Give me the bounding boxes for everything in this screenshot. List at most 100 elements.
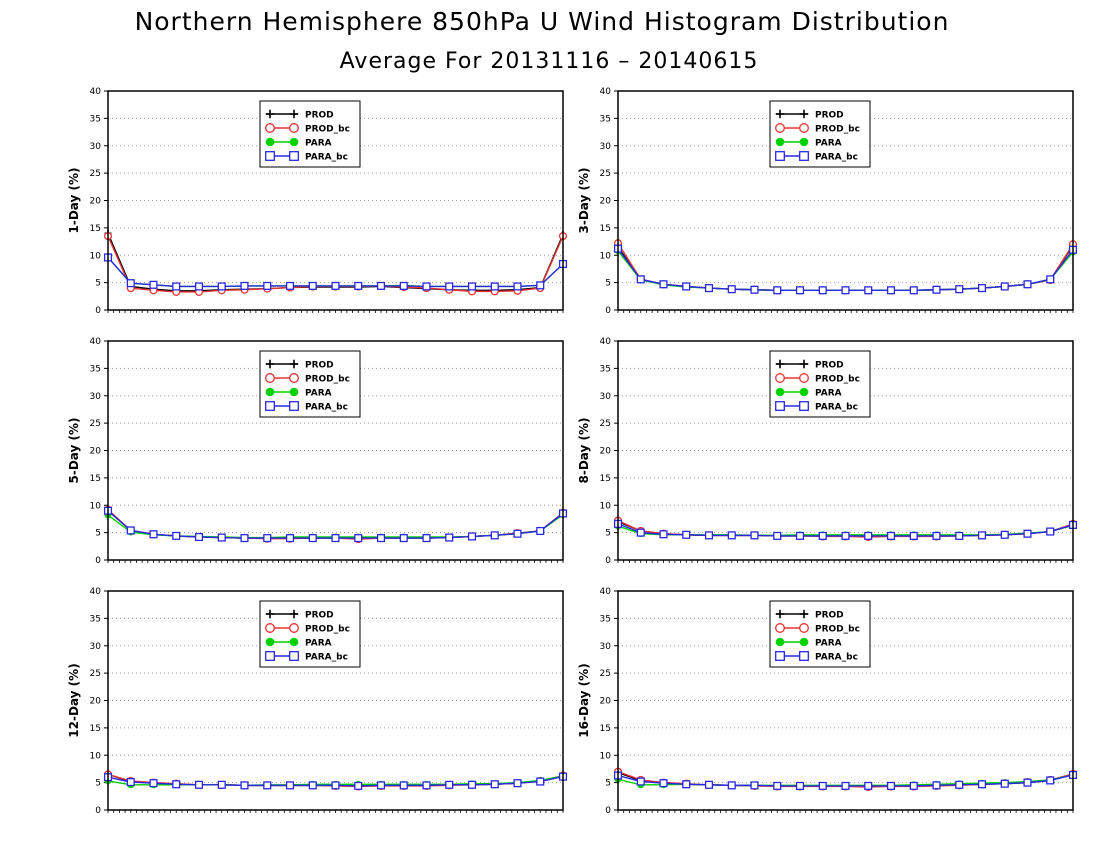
y-tick-label: 20 (90, 197, 102, 207)
legend-marker (799, 151, 809, 161)
data-point (818, 781, 827, 790)
legend-marker (289, 359, 299, 369)
data-point (864, 781, 873, 790)
chart-panel-5: 0 5 10 15 20 25 30 35 40 12-Day (%) PROD PROD_bc PAR… (67, 587, 568, 816)
y-tick-label: 40 (600, 87, 612, 97)
legend-marker (265, 123, 275, 133)
data-point (513, 529, 522, 538)
data-point (909, 286, 918, 295)
y-tick-label: 40 (600, 587, 612, 597)
data-point (126, 526, 135, 535)
y-tick-label: 20 (600, 697, 612, 707)
y-axis-label: 12-Day (%) (67, 663, 81, 737)
y-tick-label: 0 (95, 306, 101, 316)
legend-marker (775, 137, 785, 147)
data-point (795, 286, 805, 295)
legend-marker (289, 387, 299, 397)
data-point (727, 781, 736, 790)
legend-label: PARA (815, 389, 842, 399)
legend-marker (799, 387, 809, 397)
y-tick-label: 10 (600, 751, 612, 761)
y-tick-label: 25 (600, 169, 611, 179)
y-tick-label: 30 (90, 392, 102, 402)
chart-panel-1: 0 5 10 15 20 25 30 35 40 1-Day (%) PROD PROD_bc PARA… (67, 87, 568, 316)
legend: PROD PROD_bc PARA PARA_bc (259, 350, 361, 418)
data-point (399, 534, 408, 543)
y-tick-label: 40 (90, 337, 102, 347)
data-point (818, 531, 827, 540)
data-point (750, 781, 759, 790)
data-point (886, 286, 896, 295)
data-point (376, 281, 386, 290)
data-point (149, 779, 158, 788)
y-tick-label: 0 (95, 556, 101, 566)
y-tick-label: 25 (90, 669, 101, 679)
data-point (149, 530, 158, 539)
y-tick-label: 30 (90, 142, 102, 152)
legend-marker (289, 137, 299, 147)
data-point (1046, 776, 1055, 785)
data-point (659, 280, 668, 289)
y-tick-label: 5 (605, 529, 611, 539)
data-point (1000, 779, 1009, 788)
legend: PROD PROD_bc PARA PARA_bc (259, 600, 361, 668)
data-point (795, 531, 805, 540)
y-tick-label: 35 (600, 114, 611, 124)
y-tick-label: 40 (90, 587, 102, 597)
data-point (750, 285, 759, 294)
legend-label: PARA_bc (815, 653, 858, 663)
y-tick-label: 25 (600, 669, 611, 679)
y-tick-label: 5 (605, 279, 611, 289)
data-point (841, 286, 850, 295)
data-point (750, 531, 759, 540)
y-tick-label: 0 (605, 306, 611, 316)
y-tick-label: 20 (90, 447, 102, 457)
data-point (886, 531, 896, 540)
data-point (354, 781, 363, 790)
y-axis-label: 8-Day (%) (577, 417, 591, 483)
data-point (977, 780, 987, 789)
legend-label: PARA (815, 639, 842, 649)
y-axis-label: 1-Day (%) (67, 167, 81, 233)
data-point (682, 530, 691, 539)
legend-marker (775, 623, 785, 633)
data-point (376, 781, 386, 790)
data-point (1046, 527, 1055, 536)
plot-frame (617, 90, 1074, 311)
chart-panel-6: 0 5 10 15 20 25 30 35 40 16-Day (%) PROD PROD_bc PAR… (577, 587, 1078, 816)
data-point (818, 286, 827, 295)
legend-label: PROD_bc (305, 375, 350, 385)
data-point (467, 780, 477, 789)
data-point (1000, 530, 1009, 539)
legend-label: PROD (305, 361, 334, 371)
data-point (909, 781, 918, 790)
legend-marker (265, 151, 275, 161)
data-point (467, 282, 477, 291)
y-tick-label: 35 (90, 114, 101, 124)
legend-marker (775, 609, 785, 619)
data-point (194, 780, 204, 789)
figure-title: Northern Hemisphere 850hPa U Wind Histog… (135, 7, 950, 36)
legend-marker (265, 609, 275, 619)
data-point (1000, 282, 1009, 291)
plot-frame (617, 340, 1074, 561)
legend-marker (775, 359, 785, 369)
data-point (194, 532, 204, 542)
data-point (126, 778, 135, 787)
legend-marker (289, 109, 299, 119)
legend-marker (799, 651, 809, 661)
y-tick-label: 5 (95, 779, 101, 789)
legend-marker (265, 359, 275, 369)
data-point (354, 534, 363, 543)
legend-marker (265, 387, 275, 397)
data-point (354, 281, 363, 290)
legend-label: PARA (305, 139, 332, 149)
legend: PROD PROD_bc PARA PARA_bc (259, 100, 361, 168)
legend-label: PROD_bc (815, 625, 860, 635)
data-point (422, 781, 431, 790)
legend-label: PARA_bc (305, 153, 348, 163)
chart-panel-2: 0 5 10 15 20 25 30 35 40 3-Day (%) PROD PROD_bc PARA… (577, 87, 1078, 316)
chart-panel-4: 0 5 10 15 20 25 30 35 40 8-Day (%) PROD PROD_bc PARA… (577, 337, 1078, 566)
data-point (308, 281, 317, 290)
data-point (422, 282, 431, 291)
